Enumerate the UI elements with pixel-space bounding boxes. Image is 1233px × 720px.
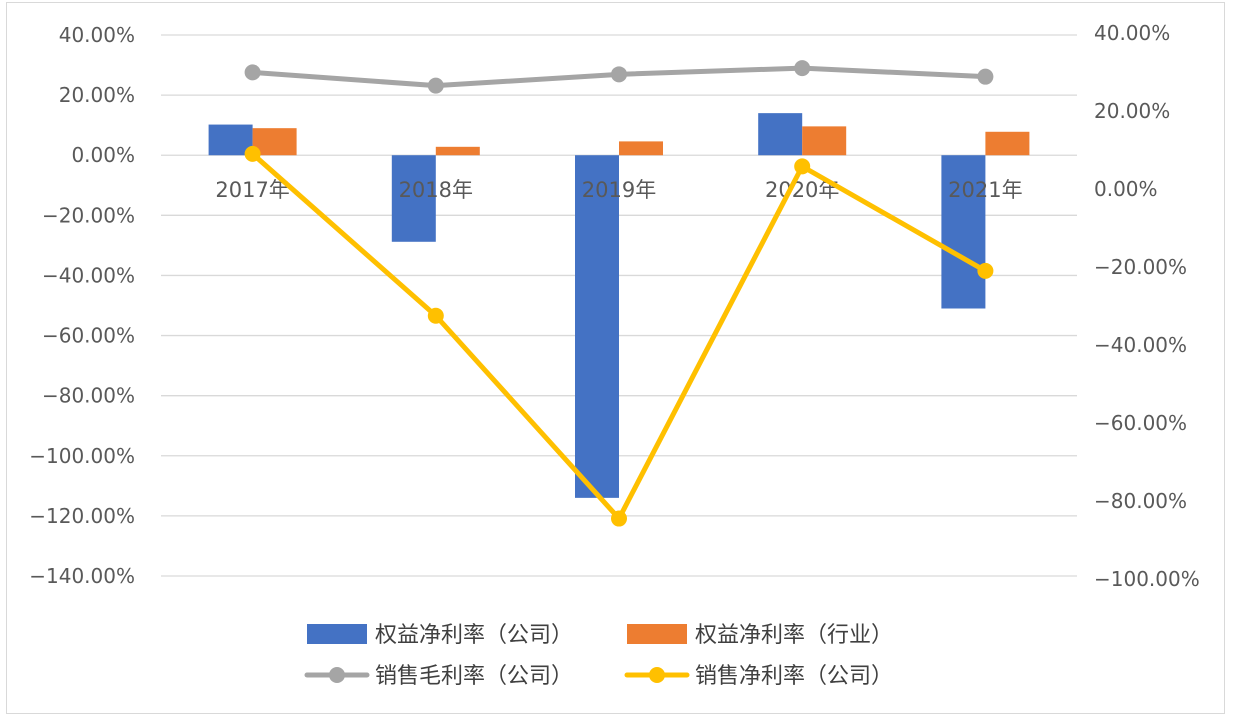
- lines: [244, 60, 994, 527]
- left-axis-tick-label: −60.00%: [42, 324, 135, 348]
- x-axis-tick-label: 2019年: [582, 178, 656, 202]
- point-net-margin: [427, 307, 444, 324]
- point-net-margin: [611, 510, 627, 527]
- legend-label: 销售毛利率（公司）: [375, 664, 573, 689]
- right-axis-tick-label: 20.00%: [1094, 99, 1170, 123]
- legend-item: 权益净利率（公司）: [307, 623, 573, 648]
- left-axis-tick-label: −100.00%: [29, 444, 135, 468]
- legend-marker: [649, 667, 665, 683]
- bar-company-roe: [208, 124, 253, 156]
- bar-company-roe: [391, 155, 436, 242]
- legend-label: 销售净利率（公司）: [695, 664, 893, 689]
- bar-company-roe: [575, 155, 619, 498]
- point-gross-margin: [977, 68, 994, 85]
- bar-industry-roe: [985, 131, 1030, 156]
- right-axis-tick-label: 0.00%: [1094, 177, 1158, 201]
- legend-item: 权益净利率（行业）: [627, 623, 893, 648]
- x-axis-labels: 2017年 2018年 2019年 2020年 2021年: [215, 178, 1022, 202]
- right-axis-tick-label: −80.00%: [1094, 489, 1187, 513]
- right-axis-tick-label: −20.00%: [1094, 255, 1187, 279]
- bar-company-roe: [941, 155, 986, 309]
- legend-item: 销售毛利率（公司）: [304, 664, 573, 689]
- right-axis-tick-label: −60.00%: [1094, 411, 1187, 435]
- bar-industry-roe: [619, 141, 663, 156]
- point-net-margin: [794, 158, 811, 175]
- x-axis-tick-label: 2021年: [948, 178, 1022, 202]
- legend-swatch: [627, 624, 687, 644]
- left-axis-tick-label: −120.00%: [29, 504, 135, 528]
- point-net-margin: [977, 262, 994, 279]
- left-axis-tick-label: 40.00%: [59, 23, 135, 47]
- x-axis-tick-label: 2017年: [215, 178, 289, 202]
- legend-marker: [329, 667, 345, 683]
- left-axis-tick-label: −80.00%: [42, 384, 135, 408]
- point-gross-margin: [244, 64, 261, 81]
- left-axis-tick-label: −140.00%: [29, 564, 135, 588]
- bars: [208, 113, 1030, 498]
- point-gross-margin: [427, 77, 444, 94]
- right-axis-tick-label: −100.00%: [1094, 567, 1200, 591]
- left-axis-ticks: 40.00% 20.00% 0.00% −20.00% −40.00% −60.00% −8…: [29, 23, 135, 588]
- chart-frame: 2017年 2018年 2019年 2020年 2021年 40.00% 20.00% 0.…: [6, 2, 1225, 714]
- right-axis-tick-label: 40.00%: [1094, 21, 1170, 45]
- point-gross-margin: [794, 60, 811, 77]
- left-axis-tick-label: 0.00%: [71, 143, 135, 167]
- point-net-margin: [244, 145, 261, 162]
- bar-company-roe: [758, 113, 803, 156]
- left-axis-tick-label: 20.00%: [59, 83, 135, 107]
- left-axis-tick-label: −20.00%: [42, 203, 135, 227]
- bar-industry-roe: [802, 126, 847, 156]
- legend-label: 权益净利率（公司）: [375, 623, 573, 648]
- bar-industry-roe: [435, 146, 480, 156]
- legend-swatch: [307, 624, 367, 644]
- legend-label: 权益净利率（行业）: [695, 623, 893, 648]
- combo-chart: 2017年 2018年 2019年 2020年 2021年 40.00%20.00%0.…: [29, 21, 1200, 689]
- legend: 权益净利率（公司） 权益净利率（行业） 销售毛利率（公司） 销售净利率（公司）: [304, 623, 893, 689]
- right-axis-tick-label: −40.00%: [1094, 333, 1187, 357]
- right-axis-ticks: 40.00% 20.00% 0.00% −20.00% −40.00% −60.00% −8…: [1094, 21, 1200, 591]
- point-gross-margin: [611, 66, 627, 83]
- x-axis-tick-label: 2018年: [399, 178, 473, 202]
- legend-item: 销售净利率（公司）: [624, 664, 893, 689]
- left-axis-tick-label: −40.00%: [42, 263, 135, 287]
